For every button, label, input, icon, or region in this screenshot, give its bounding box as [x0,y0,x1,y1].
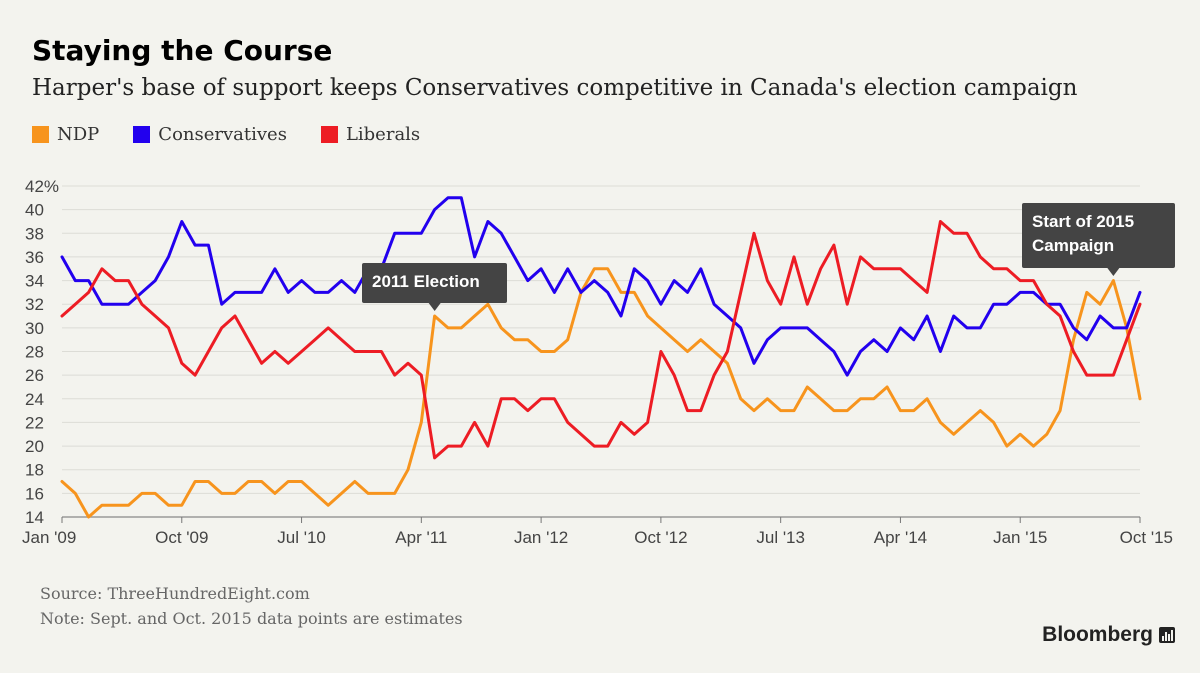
x-tick-label: Oct '15 [1120,528,1173,547]
chart-title: Staying the Course [32,34,333,67]
legend-swatch-conservatives [133,126,151,143]
y-tick-label: 16 [25,484,44,503]
callout-2011-election: 2011 Election [362,263,507,311]
y-tick-label: 14 [25,508,44,527]
line-chart: 14 16 18 20 22 24 26 28 30 32 34 36 38 40 42% Jan '09 Oc… [22,177,1175,547]
bloomberg-chart-icon [1159,627,1175,643]
legend-label-ndp: NDP [57,124,100,145]
legend-swatch-ndp [32,126,49,143]
legend-label-liberals: Liberals [345,124,421,145]
x-tick-label: Jan '09 [22,528,76,547]
y-tick-label: 30 [25,319,44,338]
chart-subtitle: Harper's base of support keeps Conservat… [32,75,1078,101]
bloomberg-logo: Bloomberg [1042,623,1175,647]
callout-2011-election-box [362,263,507,303]
legend-item-conservatives: Conservatives [133,124,287,145]
source-notes: Source: ThreeHundredEight.com Note: Sept… [40,581,463,631]
y-tick-label: 26 [25,366,44,385]
x-tick-label: Jan '15 [993,528,1047,547]
x-tick-label: Apr '11 [395,528,447,547]
line-liberals [60,220,1142,460]
x-tick-label: Jan '12 [514,528,568,547]
y-tick-label: 24 [25,390,44,409]
y-tick-label: 38 [25,224,44,243]
x-tick-label: Oct '12 [634,528,687,547]
y-tick-label: 36 [25,248,44,267]
brand-name: Bloomberg [1042,623,1153,646]
legend-item-liberals: Liberals [320,124,421,145]
y-tick-label: 18 [25,461,44,480]
callout-2015-campaign-pointer [1107,268,1120,276]
callout-2015-campaign-box [1022,203,1175,268]
y-tick-label: 28 [25,343,44,362]
source-text: Source: ThreeHundredEight.com [40,584,310,603]
y-tick-label: 20 [25,437,44,456]
series-conservatives [60,196,1142,377]
line-conservatives [60,196,1142,377]
y-tick-label: 34 [25,272,44,291]
y-tick-label: 22 [25,413,44,432]
callout-2011-election-pointer [428,303,441,311]
x-tick-label: Jul '10 [277,528,326,547]
callout-2015-campaign-label: Start of 2015 [1032,212,1134,231]
legend-label-conservatives: Conservatives [158,124,287,145]
callout-2015-campaign-label: Campaign [1032,236,1114,255]
y-tick-label: 32 [25,295,44,314]
x-tick-label: Apr '14 [874,528,927,547]
callout-2011-election-label: 2011 Election [372,272,480,291]
series-liberals [60,220,1142,460]
x-tick-label: Oct '09 [155,528,208,547]
legend-item-ndp: NDP [32,124,99,145]
callout-2015-campaign: Start of 2015 Campaign [1022,203,1175,276]
x-tick-label: Jul '13 [756,528,805,547]
legend: NDP Conservatives Liberals [32,124,420,145]
y-tick-label: 40 [25,201,44,220]
y-tick-label: 42% [25,177,59,196]
note-text: Note: Sept. and Oct. 2015 data points ar… [40,609,463,628]
line-ndp [60,267,1142,519]
legend-swatch-liberals [320,126,338,143]
series-ndp [60,267,1142,519]
